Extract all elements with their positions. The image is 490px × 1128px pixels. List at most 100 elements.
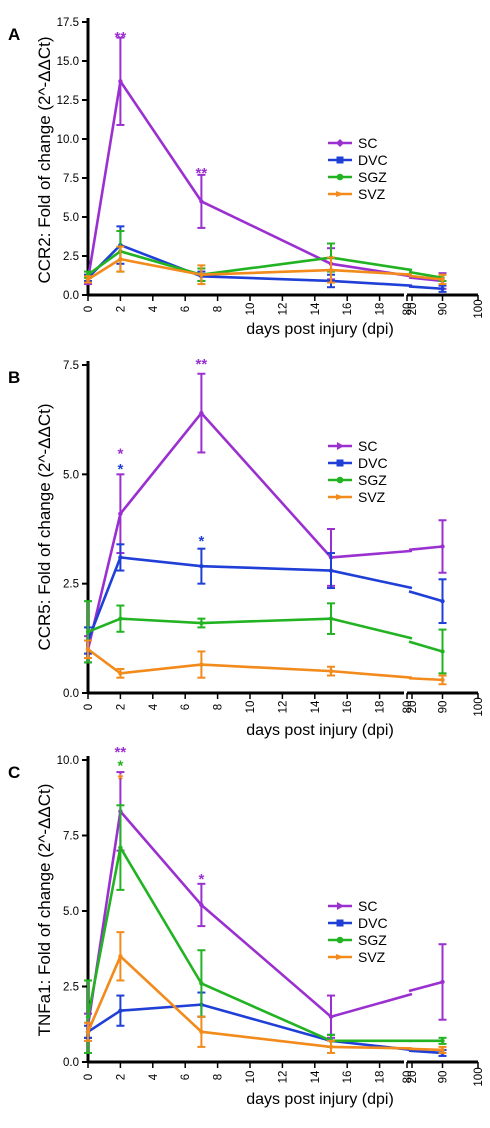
y-tick-label: 0.0 xyxy=(63,1057,79,1069)
x-tick-label: 18 xyxy=(375,701,387,714)
data-point xyxy=(440,1038,445,1044)
data-point xyxy=(328,1014,334,1019)
legend-label: SC xyxy=(358,898,377,914)
data-point xyxy=(440,277,445,282)
series-line-segment-2 xyxy=(408,980,443,993)
x-tick-label: 14 xyxy=(310,302,322,315)
x-tick-label: 10 xyxy=(245,1071,257,1084)
x-tick-label: 12 xyxy=(277,701,289,714)
significance-star: * xyxy=(198,533,204,550)
series-line-segment-2 xyxy=(408,276,443,283)
legend-label: DVC xyxy=(358,152,388,168)
data-point xyxy=(85,1014,91,1019)
legend-marker xyxy=(336,954,344,960)
x-axis-title: days post injury (dpi) xyxy=(246,1091,394,1108)
x-tick-label: 0 xyxy=(83,306,95,312)
data-point xyxy=(85,1029,91,1035)
series-line-segment-2 xyxy=(408,1047,443,1052)
x-axis-title: days post injury (dpi) xyxy=(246,321,394,338)
series-sc xyxy=(84,372,447,664)
series-line xyxy=(87,243,413,287)
significance-star: * xyxy=(117,758,123,775)
data-point xyxy=(118,1008,123,1013)
x-tick-label: 8 xyxy=(213,704,225,710)
significance-star: * xyxy=(198,871,204,888)
x-tick-label: 18 xyxy=(375,303,387,316)
x-tick-label: 16 xyxy=(342,1071,354,1084)
y-axis-title: CCR5: Fold of change (2^-ΔΔCt) xyxy=(35,403,54,650)
legend-marker xyxy=(336,156,344,164)
y-tick-label: 12.5 xyxy=(57,95,79,107)
x-tick-label: 2 xyxy=(115,704,127,710)
legend-label: SVZ xyxy=(358,489,386,505)
y-tick-label: 5.0 xyxy=(63,469,79,481)
y-tick-label: 2.5 xyxy=(63,251,79,263)
legend-label: SVZ xyxy=(358,186,386,202)
series-line-segment-2 xyxy=(408,676,443,682)
data-point xyxy=(328,568,334,573)
data-point xyxy=(199,410,204,416)
x-tick-label: 16 xyxy=(342,303,354,316)
series-dvc xyxy=(84,991,447,1057)
legend-marker xyxy=(336,459,344,467)
legend-marker xyxy=(336,173,344,181)
y-tick-label: 2.5 xyxy=(63,982,79,994)
x-tick-label: 80 xyxy=(402,303,414,316)
series-line xyxy=(87,648,413,679)
y-tick-label: 17.5 xyxy=(57,17,79,29)
x-tick-label: 4 xyxy=(148,305,160,312)
series-line-segment-2 xyxy=(408,640,443,653)
data-point xyxy=(328,616,334,621)
data-point xyxy=(118,616,123,621)
x-tick-label: 12 xyxy=(277,1071,289,1084)
data-point xyxy=(440,649,445,654)
significance-star: ** xyxy=(196,356,208,373)
y-tick-label: 7.5 xyxy=(63,173,79,185)
data-point xyxy=(328,668,334,674)
x-tick-label: 16 xyxy=(342,701,354,714)
x-tick-label: 100 xyxy=(473,697,485,716)
x-tick-label: 6 xyxy=(180,1074,192,1080)
x-tick-label: 6 xyxy=(180,306,192,312)
x-tick-label: 100 xyxy=(473,1067,485,1086)
panel-letter: B xyxy=(8,368,20,387)
data-point xyxy=(118,555,123,560)
y-tick-label: 7.5 xyxy=(63,360,79,372)
legend-marker xyxy=(336,476,344,484)
series-svz xyxy=(84,931,447,1054)
x-tick-label: 100 xyxy=(473,299,485,318)
data-point xyxy=(118,671,123,676)
legend-label: DVC xyxy=(358,455,388,471)
series-dvc xyxy=(84,225,447,293)
data-point xyxy=(199,981,204,986)
x-tick-label: 6 xyxy=(180,704,192,710)
x-axis-title: days post injury (dpi) xyxy=(246,722,394,739)
x-tick-label: 8 xyxy=(213,1074,225,1080)
y-tick-label: 5.0 xyxy=(63,906,79,918)
series-line-segment-2 xyxy=(408,270,443,280)
x-tick-label: 20 xyxy=(407,701,419,714)
x-tick-label: 20 xyxy=(407,1071,419,1084)
series-line-segment-2 xyxy=(408,545,443,552)
data-point xyxy=(85,647,91,652)
data-point xyxy=(328,1044,334,1050)
x-tick-label: 4 xyxy=(148,703,160,710)
data-point xyxy=(199,563,204,569)
data-point xyxy=(328,267,334,273)
x-tick-label: 10 xyxy=(245,303,257,316)
data-point xyxy=(440,677,445,683)
data-point xyxy=(199,620,204,626)
significance-star: * xyxy=(117,445,123,462)
data-point xyxy=(118,256,123,262)
legend-label: SGZ xyxy=(358,169,387,185)
y-tick-label: 2.5 xyxy=(63,579,79,591)
x-tick-label: 90 xyxy=(438,1071,450,1084)
data-point xyxy=(118,845,123,850)
legend-marker xyxy=(336,936,344,944)
series-line-segment-2 xyxy=(408,590,443,603)
data-point xyxy=(440,979,445,985)
x-tick-label: 2 xyxy=(115,1074,127,1080)
data-point xyxy=(118,79,123,84)
